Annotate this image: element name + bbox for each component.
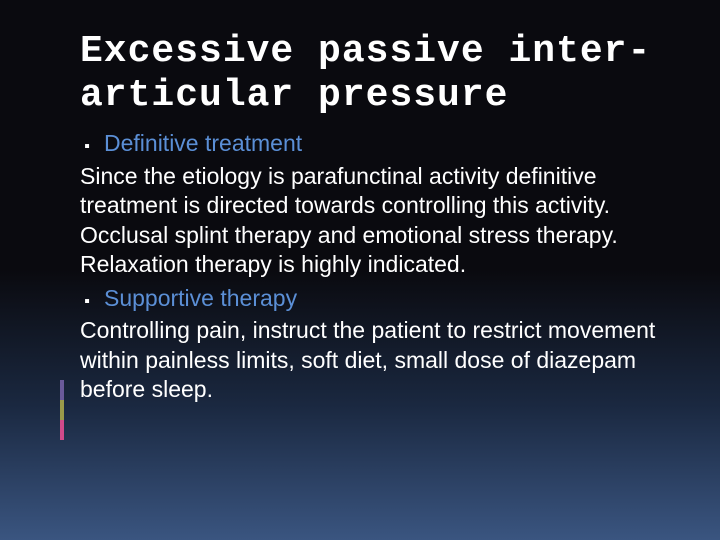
bullet-item-supportive: ▪ Supportive therapy: [80, 284, 660, 315]
bullet-label: Definitive treatment: [104, 129, 302, 158]
bullet-label: Supportive therapy: [104, 284, 297, 313]
slide-title: Excessive passive inter-articular pressu…: [80, 30, 660, 117]
slide-body: ▪ Definitive treatment Since the etiolog…: [80, 129, 660, 404]
accent-bar-olive: [60, 400, 64, 420]
bullet-item-definitive: ▪ Definitive treatment: [80, 129, 660, 160]
paragraph-supportive: Controlling pain, instruct the patient t…: [80, 316, 660, 404]
accent-bars: [60, 380, 64, 440]
accent-bar-purple: [60, 380, 64, 400]
slide-container: Excessive passive inter-articular pressu…: [0, 0, 720, 540]
bullet-marker-icon: ▪: [80, 289, 94, 315]
paragraph-definitive: Since the etiology is parafunctinal acti…: [80, 162, 660, 280]
bullet-marker-icon: ▪: [80, 134, 94, 160]
accent-bar-pink: [60, 420, 64, 440]
